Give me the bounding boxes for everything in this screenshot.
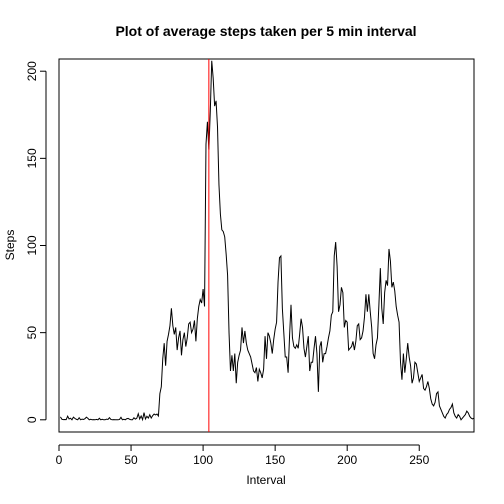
steps-series-line [60, 60, 475, 422]
x-tick-label: 200 [337, 453, 357, 467]
x-tick-label: 100 [193, 453, 213, 467]
y-tick-label: 150 [25, 148, 39, 168]
x-tick-label: 250 [409, 453, 429, 467]
x-tick-label: 0 [56, 453, 63, 467]
y-tick-label: 0 [25, 416, 39, 423]
x-tick-label: 50 [124, 453, 138, 467]
x-tick-label: 150 [265, 453, 285, 467]
plot-area-border [58, 58, 475, 433]
x-axis-label: Interval [246, 473, 285, 487]
y-axis: 0 50 100 150 200 [25, 61, 47, 423]
chart-title: Plot of average steps taken per 5 min in… [115, 23, 416, 39]
y-tick-label: 50 [25, 326, 39, 340]
y-tick-label: 100 [25, 235, 39, 255]
y-tick-label: 200 [25, 61, 39, 81]
y-axis-label: Steps [3, 230, 17, 261]
x-axis: 0 50 100 150 200 250 [56, 444, 430, 467]
